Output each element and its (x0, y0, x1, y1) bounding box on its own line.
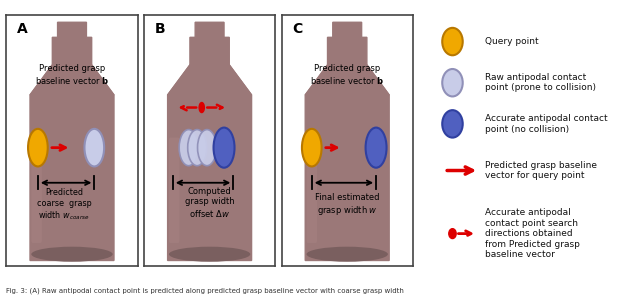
Text: Predicted
coarse  grasp
width $w_{coarse}$: Predicted coarse grasp width $w_{coarse}… (36, 189, 92, 222)
Circle shape (365, 127, 387, 168)
Text: Accurate antipodal contact
point (no collision): Accurate antipodal contact point (no col… (485, 114, 608, 134)
Circle shape (449, 229, 456, 239)
Circle shape (198, 130, 216, 166)
Circle shape (442, 28, 463, 55)
FancyBboxPatch shape (31, 137, 42, 243)
Circle shape (28, 129, 48, 166)
Text: Predicted grasp
baseline vector $\bf{b}$: Predicted grasp baseline vector $\bf{b}$ (310, 64, 385, 86)
Text: A: A (17, 22, 28, 36)
Circle shape (442, 110, 463, 137)
Polygon shape (168, 65, 252, 95)
Text: Raw antipodal contact
point (prone to collision): Raw antipodal contact point (prone to co… (485, 73, 596, 92)
Circle shape (442, 69, 463, 96)
Text: Predicted grasp baseline
vector for query point: Predicted grasp baseline vector for quer… (485, 161, 597, 180)
Polygon shape (168, 22, 252, 260)
FancyBboxPatch shape (169, 137, 179, 243)
Polygon shape (305, 65, 389, 95)
Polygon shape (305, 22, 389, 260)
Ellipse shape (31, 247, 113, 262)
FancyBboxPatch shape (307, 137, 317, 243)
Text: B: B (154, 22, 165, 36)
Text: Query point: Query point (485, 37, 539, 46)
Text: Final estimated
grasp width $w$: Final estimated grasp width $w$ (315, 194, 380, 217)
Polygon shape (30, 65, 114, 95)
Text: Accurate antipodal
contact point search
directions obtained
from Predicted grasp: Accurate antipodal contact point search … (485, 208, 580, 259)
Circle shape (188, 130, 207, 166)
Circle shape (214, 127, 234, 168)
Text: Computed
grasp width
offset $\Delta w$: Computed grasp width offset $\Delta w$ (185, 187, 234, 219)
Ellipse shape (307, 247, 388, 262)
Text: Fig. 3: (A) Raw antipodal contact point is predicted along predicted grasp basel: Fig. 3: (A) Raw antipodal contact point … (6, 287, 404, 294)
Circle shape (302, 129, 322, 166)
Ellipse shape (169, 247, 250, 262)
Text: C: C (292, 22, 302, 36)
Circle shape (199, 103, 204, 112)
Polygon shape (30, 22, 114, 260)
Circle shape (84, 129, 104, 166)
Text: Predicted grasp
baseline vector $\bf{b}$: Predicted grasp baseline vector $\bf{b}$ (35, 64, 109, 86)
Circle shape (179, 130, 198, 166)
